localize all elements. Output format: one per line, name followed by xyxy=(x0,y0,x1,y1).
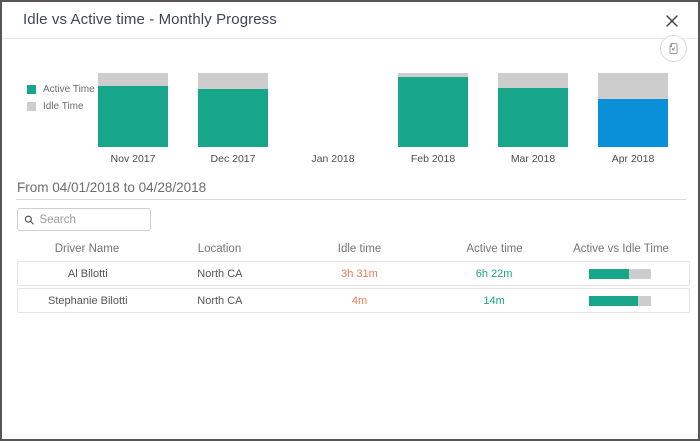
stacked-bar[interactable] xyxy=(398,73,468,147)
legend-item-idle[interactable]: Idle Time xyxy=(27,101,95,112)
document-export-icon xyxy=(669,43,678,54)
period-label: From 04/01/2018 to 04/28/2018 xyxy=(17,180,207,195)
legend-item-active[interactable]: Active Time xyxy=(27,84,95,95)
stacked-bar[interactable] xyxy=(598,73,668,147)
legend-label: Idle Time xyxy=(43,101,84,112)
col-active-time: Active time xyxy=(466,243,523,255)
dialog-header: Idle vs Active time - Monthly Progress xyxy=(2,2,698,39)
location-cell: North CA xyxy=(197,267,243,280)
bar-slot-apr-2018: Apr 2018 xyxy=(598,73,668,165)
month-label: Dec 2017 xyxy=(210,153,256,165)
active-segment xyxy=(498,87,568,147)
month-label: Jan 2018 xyxy=(311,153,355,165)
idle-segment xyxy=(98,73,168,87)
month-label: Apr 2018 xyxy=(611,153,655,165)
active-vs-idle-cell xyxy=(551,268,689,279)
col-idle-time: Idle time xyxy=(337,243,382,255)
idle-segment xyxy=(398,73,468,77)
table-header: Driver Name Location Idle time Active ti… xyxy=(17,243,690,255)
idle-segment xyxy=(598,73,668,99)
active-segment xyxy=(98,86,168,147)
close-icon[interactable] xyxy=(662,11,682,31)
driver-table: Al Bilotti North CA 3h 31m 6h 22m Stephanie … xyxy=(17,261,690,315)
search-box xyxy=(17,208,151,231)
bar-slot-dec-2017: Dec 2017 xyxy=(198,73,268,165)
idle-segment xyxy=(198,73,268,90)
bar-slot-feb-2018: Feb 2018 xyxy=(398,73,468,165)
legend-label: Active Time xyxy=(43,84,95,95)
stacked-bar[interactable] xyxy=(198,73,268,147)
stacked-bar xyxy=(298,73,368,147)
driver-name-cell: Stephanie Bilotti xyxy=(48,294,128,307)
active-time-cell: 6h 22m xyxy=(475,267,513,280)
active-vs-idle-bar xyxy=(589,268,652,279)
active-time-cell: 14m xyxy=(483,294,505,307)
chart-legend: Active Time Idle Time xyxy=(27,84,95,118)
active-time-swatch xyxy=(27,85,36,94)
driver-name-cell: Al Bilotti xyxy=(67,267,108,280)
active-fill xyxy=(589,268,629,279)
search-input[interactable] xyxy=(39,213,144,226)
month-label: Nov 2017 xyxy=(110,153,156,165)
active-segment xyxy=(198,89,268,147)
active-segment xyxy=(398,76,468,147)
monthly-progress-chart: Nov 2017 Dec 2017 Jan 2018 Feb 2018 Mar 2018… xyxy=(98,73,668,165)
bar-slot-nov-2017: Nov 2017 xyxy=(98,73,168,165)
active-fill xyxy=(589,295,638,306)
active-vs-idle-bar xyxy=(589,295,652,306)
month-label: Feb 2018 xyxy=(410,153,456,165)
active-vs-idle-cell xyxy=(551,295,689,306)
month-label: Mar 2018 xyxy=(510,153,556,165)
dialog-title: Idle vs Active time - Monthly Progress xyxy=(23,11,277,28)
table-row[interactable]: Stephanie Bilotti North CA 4m 14m xyxy=(17,288,690,313)
active-segment xyxy=(598,98,668,147)
col-location: Location xyxy=(197,243,242,255)
idle-time-cell: 3h 31m xyxy=(341,267,378,280)
table-row[interactable]: Al Bilotti North CA 3h 31m 6h 22m xyxy=(17,261,690,286)
stacked-bar[interactable] xyxy=(98,73,168,147)
idle-time-cell: 4m xyxy=(351,294,368,307)
bar-slot-mar-2018: Mar 2018 xyxy=(498,73,568,165)
export-report-button[interactable] xyxy=(660,35,687,62)
divider xyxy=(16,199,686,200)
idle-segment xyxy=(498,73,568,88)
bar-slot-jan-2018: Jan 2018 xyxy=(298,73,368,165)
location-cell: North CA xyxy=(197,294,243,307)
search-icon xyxy=(24,215,34,225)
idle-time-swatch xyxy=(27,102,36,111)
col-driver-name: Driver Name xyxy=(54,243,120,255)
stacked-bar[interactable] xyxy=(498,73,568,147)
col-active-vs-idle: Active vs Idle Time xyxy=(573,243,669,255)
